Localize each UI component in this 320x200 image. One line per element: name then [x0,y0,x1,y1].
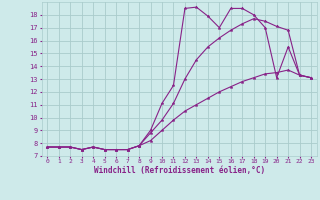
X-axis label: Windchill (Refroidissement éolien,°C): Windchill (Refroidissement éolien,°C) [94,166,265,175]
